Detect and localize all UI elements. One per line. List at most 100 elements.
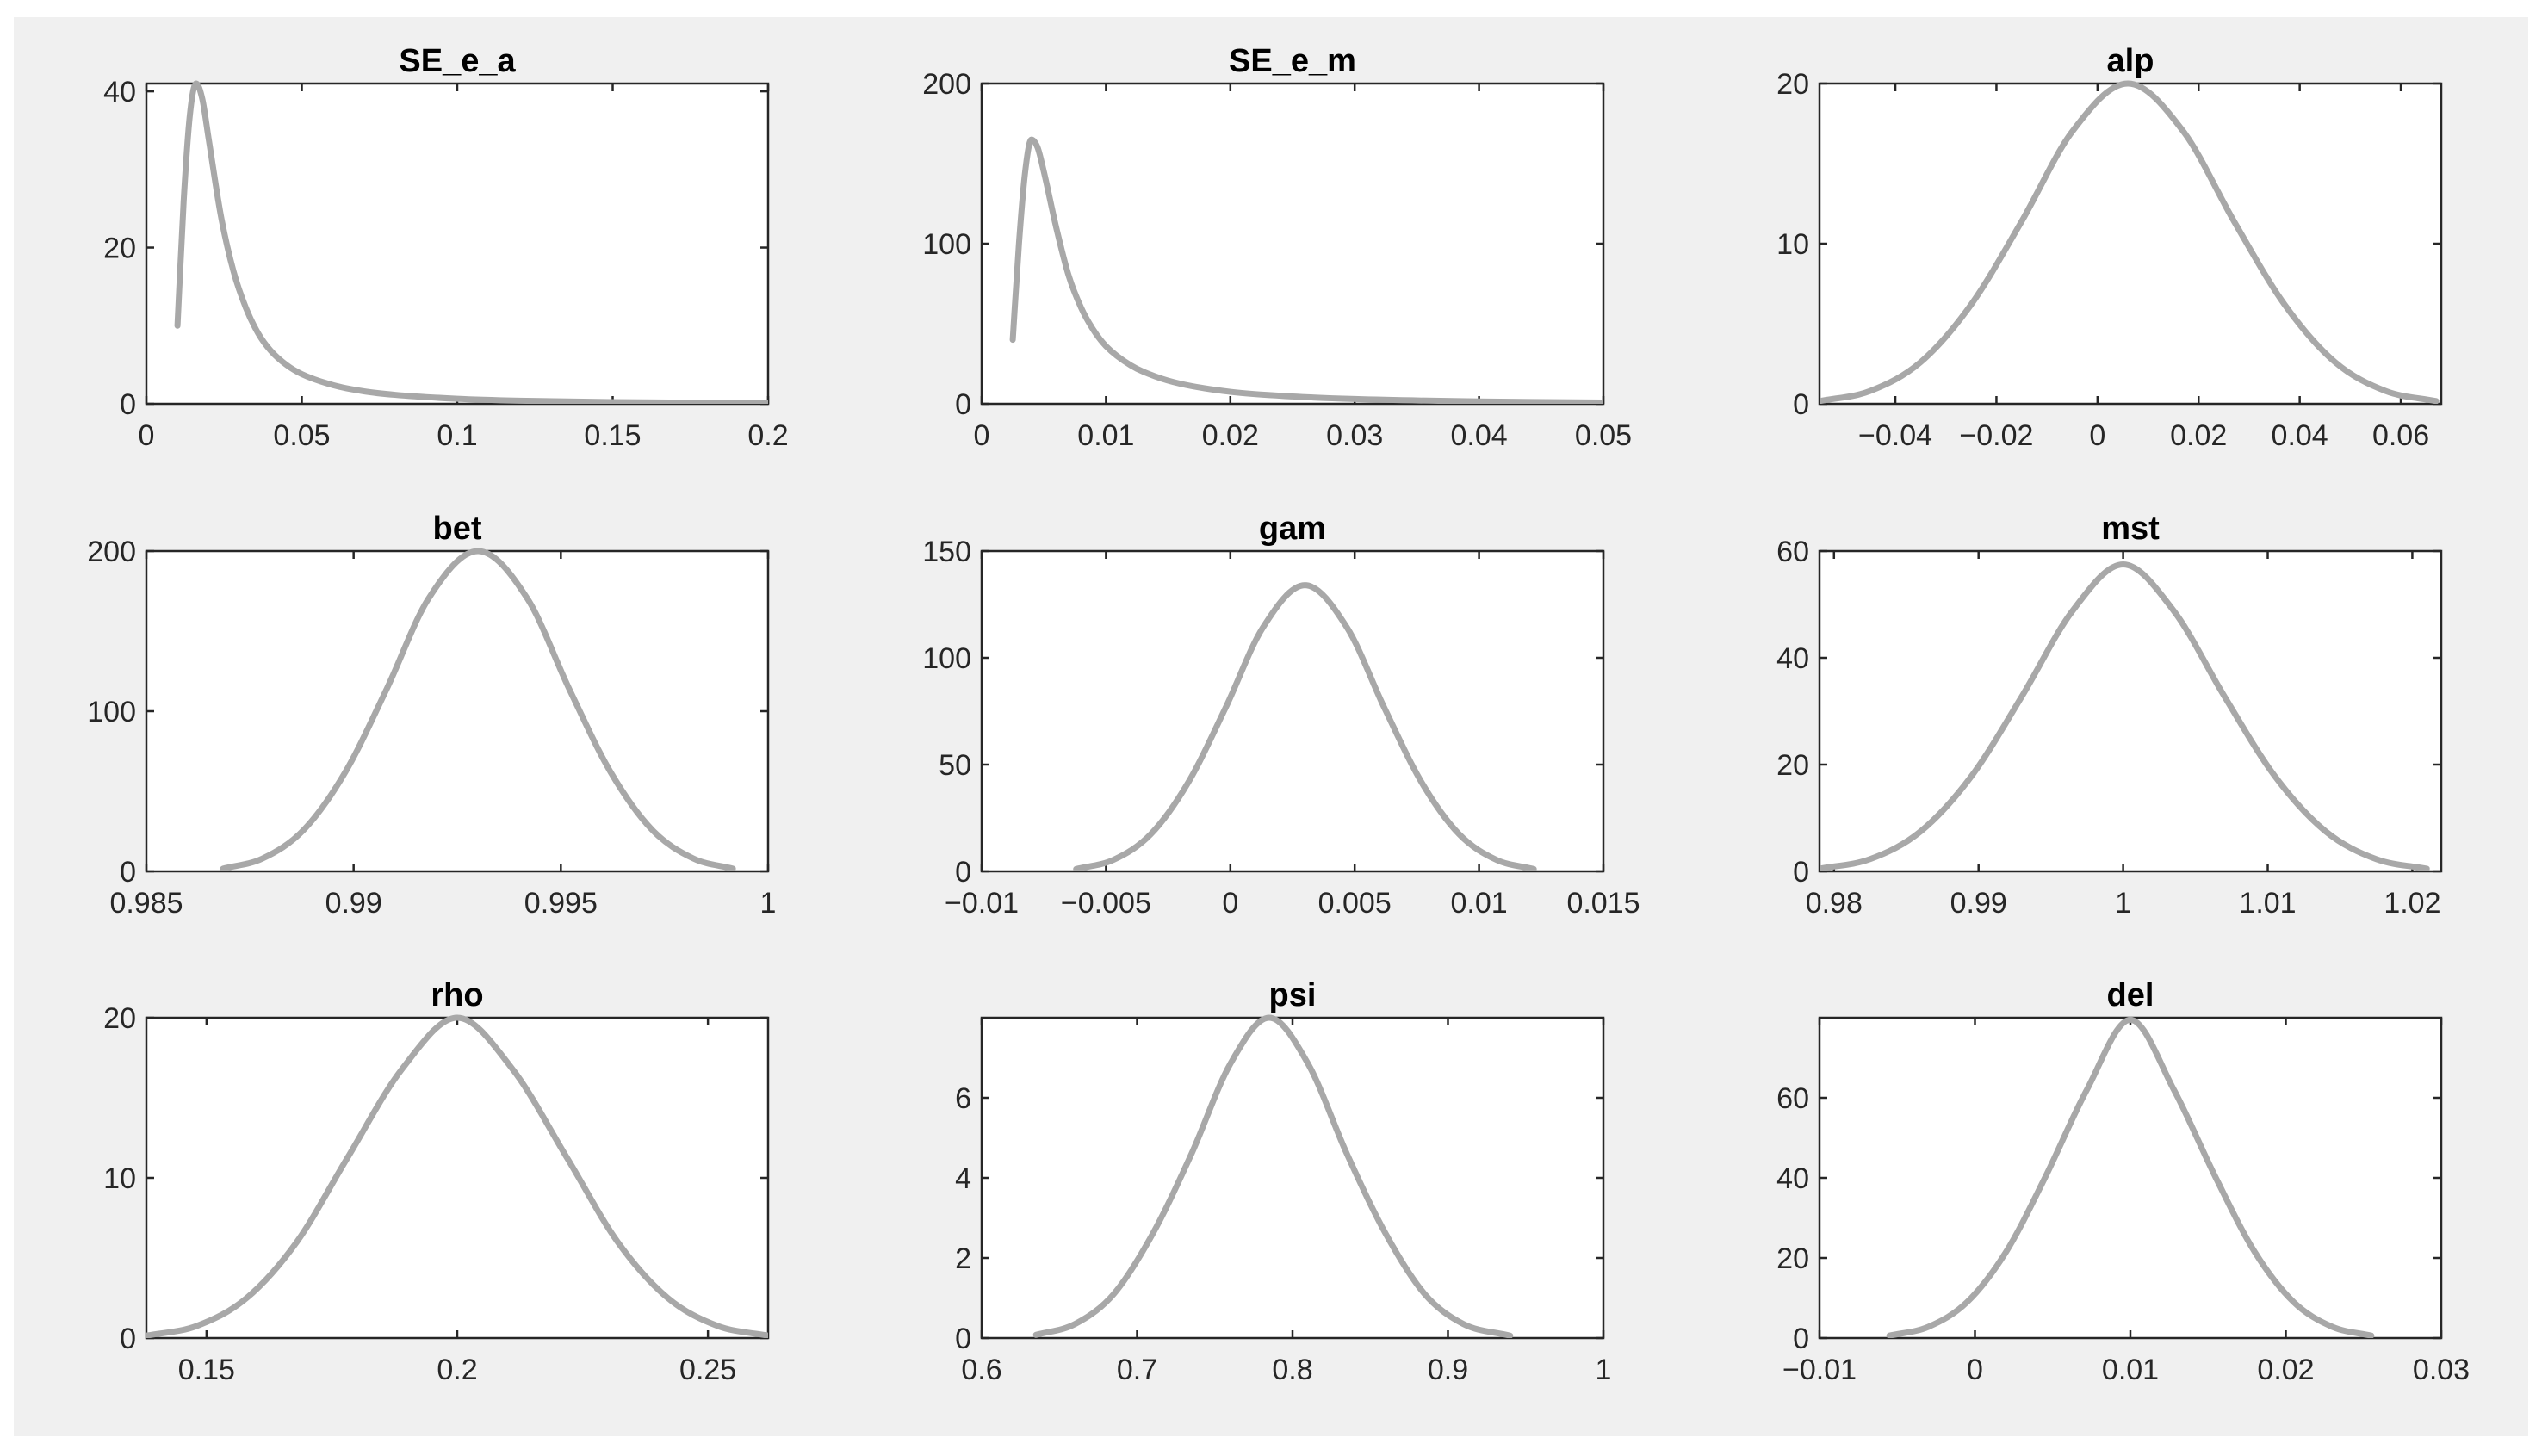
subplot-mst: mst 0.98 0.99 1 1.01 1.02 0 20 40 60 [1776,511,2443,920]
x-tick-label: 1.01 [2239,887,2296,920]
axes-box [980,1016,1605,1340]
subplot-bet: bet 0.985 0.99 0.995 1 0 100 200 [87,511,776,920]
x-tick-label: 0.6 [961,1354,1001,1386]
y-tick-label: 10 [1776,228,1809,261]
y-tick-label: 0 [955,1323,971,1355]
x-tick-label: 0.995 [524,887,598,920]
density-curve [1009,136,1603,404]
y-tick-label: 0 [120,388,136,421]
y-tick-label: 0 [120,856,136,889]
subplot-title: del [2107,977,2154,1013]
axes-box [1818,82,2443,406]
axes-box [1818,549,2443,873]
x-tick-label: 0.02 [2257,1354,2314,1386]
y-tick-label: 100 [922,642,971,675]
axes-box [145,549,770,873]
x-tick-label: 0 [1222,887,1238,920]
density-curve [1032,1014,1514,1338]
y-tick-label: 60 [1776,1082,1809,1115]
density-curve [1820,80,2440,404]
x-tick-label: 0.01 [1451,887,1508,920]
y-tick-label: 2 [955,1242,971,1275]
y-tick-label: 0 [1793,856,1809,889]
x-tick-label: 0.06 [2372,419,2429,452]
density-curve [1820,561,2430,871]
x-tick-label: 0.99 [326,887,382,920]
axes-box [1818,1016,2443,1340]
y-tick-label: 100 [922,228,971,261]
y-tick-label: 40 [103,76,136,108]
subplot-title: psi [1269,977,1317,1013]
y-tick-label: 20 [103,1002,136,1035]
y-tick-label: 0 [1793,388,1809,421]
y-tick-label: 20 [1776,749,1809,782]
subplot-title: SE_e_m [1229,43,1356,79]
x-tick-label: 0.2 [437,1354,477,1386]
y-tick-label: 200 [922,68,971,101]
x-tick-label: 1 [2115,887,2131,920]
x-tick-label: 0.2 [747,419,788,452]
x-tick-label: 0.05 [273,419,330,452]
x-tick-label: 0.03 [2413,1354,2470,1386]
y-tick-label: 0 [955,388,971,421]
x-tick-label: 0 [2089,419,2105,452]
subplot-title: SE_e_a [399,43,516,79]
y-tick-label: 20 [1776,68,1809,101]
x-tick-label: 0 [1967,1354,1983,1386]
x-tick-label: 0 [974,419,990,452]
x-tick-label: 0 [139,419,155,452]
x-tick-label: 0.04 [2272,419,2328,452]
x-tick-label: 1 [1596,1354,1612,1386]
x-tick-label: 0.01 [1077,419,1134,452]
x-tick-label: 0.01 [2102,1354,2159,1386]
y-tick-label: 20 [1776,1242,1809,1275]
subplot-title: mst [2101,511,2160,547]
y-tick-label: 40 [1776,642,1809,675]
density-curve [1886,1016,2375,1338]
density-curve [146,1014,768,1338]
x-tick-label: 0.98 [1806,887,1863,920]
x-tick-label: 1.02 [2384,887,2440,920]
y-tick-label: 6 [955,1082,971,1115]
subplot-alp: alp −0.04 −0.02 0 0.02 0.04 0.06 0 10 20 [1776,43,2443,452]
figure-frame: SE_e_a 0 0.05 0.1 0.15 0.2 0 20 40 SE_e_m 0 0.01 0.0… [14,17,2528,1436]
x-tick-label: 0.15 [178,1354,235,1386]
x-tick-label: 1 [760,887,777,920]
subplot-title: bet [433,511,482,547]
y-tick-label: 0 [955,856,971,889]
y-tick-label: 20 [103,232,136,265]
x-tick-label: 0.25 [679,1354,736,1386]
y-tick-label: 40 [1776,1162,1809,1195]
y-tick-label: 0 [120,1323,136,1355]
density-curve [1073,582,1537,871]
subplot-psi: psi 0.6 0.7 0.8 0.9 1 0 2 4 6 [955,977,1611,1386]
subplot-title: alp [2107,43,2154,79]
x-tick-label: 0.985 [109,887,183,920]
density-curve [220,548,736,871]
y-tick-label: 150 [922,536,971,568]
x-tick-label: 0.02 [2170,419,2227,452]
x-tick-label: −0.01 [1782,1354,1857,1386]
x-tick-label: 0.04 [1451,419,1508,452]
axes-box [980,549,1605,873]
x-tick-label: 0.99 [1950,887,2007,920]
x-tick-label: −0.02 [1959,419,2033,452]
subplot-gam: gam −0.01 −0.005 0 0.005 0.01 0.015 0 50 100 150 [922,511,1640,920]
axes-box [145,82,770,406]
subplot-title: rho [431,977,483,1013]
density-curve [174,80,768,404]
x-tick-label: 0.1 [437,419,477,452]
subplot-rho: rho 0.15 0.2 0.25 0 10 20 [103,977,770,1386]
x-tick-label: 0.15 [584,419,641,452]
subplot-title: gam [1259,511,1326,547]
x-tick-label: −0.005 [1061,887,1151,920]
x-tick-label: 0.7 [1117,1354,1157,1386]
y-tick-label: 10 [103,1162,136,1195]
x-tick-label: −0.01 [945,887,1019,920]
y-tick-label: 100 [87,696,136,728]
x-tick-label: 0.8 [1272,1354,1312,1386]
subplot-SE-e-a: SE_e_a 0 0.05 0.1 0.15 0.2 0 20 40 [103,43,788,452]
y-tick-label: 0 [1793,1323,1809,1355]
